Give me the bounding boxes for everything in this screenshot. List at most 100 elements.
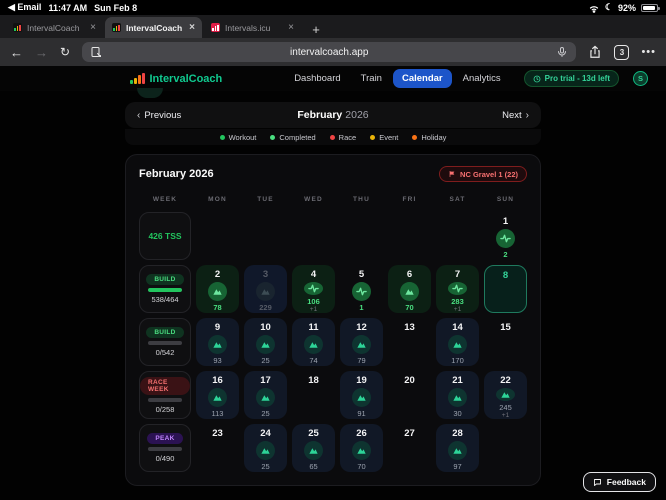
day-cell-10[interactable]: 10 25 xyxy=(244,318,287,366)
day-cell-21[interactable]: 21 30 xyxy=(436,371,479,419)
column-header-wed: WED xyxy=(304,196,323,203)
day-number: 7 xyxy=(454,269,461,280)
week-summary-cell[interactable]: RACE WEEK 0/258 xyxy=(139,371,191,419)
day-cell-28[interactable]: 28 97 xyxy=(436,424,479,472)
trial-badge[interactable]: Pro trial - 13d left xyxy=(523,70,619,87)
mountain-workout-icon xyxy=(208,282,227,301)
feedback-button[interactable]: Feedback xyxy=(582,472,656,492)
day-cell-19[interactable]: 19 91 xyxy=(340,371,383,419)
forward-button[interactable]: → xyxy=(35,44,48,60)
tab-close-icon[interactable]: × xyxy=(288,22,294,33)
day-number: 11 xyxy=(308,322,319,333)
column-header-week: WEEK xyxy=(152,196,178,203)
day-cell-16[interactable]: 16 113 xyxy=(196,371,239,419)
week-summary-cell[interactable]: PEAK 0/490 xyxy=(139,424,191,472)
day-cell-27[interactable]: 27 xyxy=(388,424,431,472)
day-cell-14[interactable]: 14 170 xyxy=(436,318,479,366)
share-icon[interactable] xyxy=(588,45,602,59)
day-number: 1 xyxy=(502,216,509,227)
column-header-thu: THU xyxy=(353,196,370,203)
day-tss: 79 xyxy=(357,356,366,365)
day-tss: 74 xyxy=(309,356,318,365)
tab-title: IntervalCoach xyxy=(27,22,80,33)
day-cell-24[interactable]: 24 25 xyxy=(244,424,287,472)
chevron-left-icon: ‹ xyxy=(137,109,141,121)
day-cell-8[interactable]: 8 xyxy=(484,265,527,313)
week-summary-cell[interactable]: 426 TSS xyxy=(139,212,191,260)
day-tss: 283 xyxy=(451,297,464,306)
nav-item-train[interactable]: Train xyxy=(360,73,382,84)
day-cell-13[interactable]: 13 xyxy=(388,318,431,366)
day-cell-7[interactable]: 7 283 +1 xyxy=(436,265,479,313)
microphone-icon[interactable] xyxy=(556,46,568,58)
day-cell-4[interactable]: 4 106 +1 xyxy=(292,265,335,313)
week-summary-cell[interactable]: BUILD 0/542 xyxy=(139,318,191,366)
day-cell-12[interactable]: 12 79 xyxy=(340,318,383,366)
day-cell-22[interactable]: 22 245 +1 xyxy=(484,371,527,419)
nav-item-calendar[interactable]: Calendar xyxy=(392,69,452,88)
day-cell-3[interactable]: 3 229 xyxy=(244,265,287,313)
wifi-icon xyxy=(589,5,599,13)
day-cell-23[interactable]: 23 xyxy=(196,424,239,472)
back-to-app-link[interactable]: ◀ Email xyxy=(8,2,42,12)
race-badge[interactable]: NC Gravel 1 (22) xyxy=(439,166,527,182)
address-bar[interactable]: intervalcoach.app xyxy=(82,42,577,62)
legend-label: Workout xyxy=(228,132,257,142)
day-cell-26[interactable]: 26 70 xyxy=(340,424,383,472)
day-cell-25[interactable]: 25 65 xyxy=(292,424,335,472)
day-cell-15[interactable]: 15 xyxy=(484,318,527,366)
day-cell-9[interactable]: 9 93 xyxy=(196,318,239,366)
nav-item-dashboard[interactable]: Dashboard xyxy=(294,73,341,84)
legend: Workout Completed Race Event Holiday xyxy=(125,129,541,145)
legend-item-event: Event xyxy=(370,133,398,142)
legend-label: Holiday xyxy=(421,132,447,142)
tab-close-icon[interactable]: × xyxy=(189,22,195,33)
browser-tab[interactable]: IntervalCoach × xyxy=(6,17,103,38)
page-settings-icon[interactable] xyxy=(90,46,102,58)
day-cell-2[interactable]: 2 78 xyxy=(196,265,239,313)
week-summary-cell[interactable]: BUILD 538/464 xyxy=(139,265,191,313)
day-tss: 25 xyxy=(261,409,270,418)
legend-dot xyxy=(329,134,335,140)
tab-title: IntervalCoach xyxy=(126,22,183,33)
web-page: IntervalCoach Dashboard Train Calendar Anal… xyxy=(0,66,666,500)
day-number: 13 xyxy=(404,322,415,333)
day-number: 8 xyxy=(502,270,509,281)
back-button[interactable]: ← xyxy=(10,44,23,60)
day-number: 17 xyxy=(260,375,271,386)
reload-button[interactable]: ↻ xyxy=(60,45,71,59)
day-number: 21 xyxy=(452,375,463,386)
day-cell-20[interactable]: 20 xyxy=(388,371,431,419)
day-cell-11[interactable]: 11 74 xyxy=(292,318,335,366)
avatar[interactable]: S xyxy=(633,71,648,86)
intervals-icu-favicon-icon xyxy=(211,23,220,32)
day-number: 28 xyxy=(452,428,463,439)
browser-tab[interactable]: IntervalCoach × xyxy=(105,17,202,38)
pulse-workout-icon xyxy=(448,282,467,295)
previous-month-button[interactable]: ‹ Previous xyxy=(137,109,182,121)
calendar-title: February 2026 xyxy=(139,168,214,180)
pulse-workout-icon xyxy=(352,282,371,301)
brand[interactable]: IntervalCoach xyxy=(130,73,222,85)
nav-item-analytics[interactable]: Analytics xyxy=(462,73,501,84)
next-month-button[interactable]: Next › xyxy=(502,109,529,121)
day-number: 12 xyxy=(356,322,367,333)
tab-close-icon[interactable]: × xyxy=(90,22,96,33)
browser-tab[interactable]: Intervals.icu × xyxy=(204,17,301,38)
more-menu-button[interactable]: ••• xyxy=(641,46,656,58)
day-cell-17[interactable]: 17 25 xyxy=(244,371,287,419)
legend-item-completed: Completed xyxy=(270,133,316,142)
day-cell-18[interactable]: 18 xyxy=(292,371,335,419)
column-header-tue: TUE xyxy=(257,196,274,203)
day-cell-blank xyxy=(484,424,527,472)
legend-label: Race xyxy=(338,132,357,142)
mountain-workout-icon xyxy=(256,335,275,354)
mountain-workout-icon xyxy=(208,388,227,407)
new-tab-button[interactable]: + xyxy=(312,21,320,37)
day-cell-6[interactable]: 6 70 xyxy=(388,265,431,313)
phase-badge: BUILD xyxy=(146,274,184,285)
tab-overview-button[interactable]: 3 xyxy=(614,44,630,60)
column-header-sun: SUN xyxy=(496,196,515,203)
